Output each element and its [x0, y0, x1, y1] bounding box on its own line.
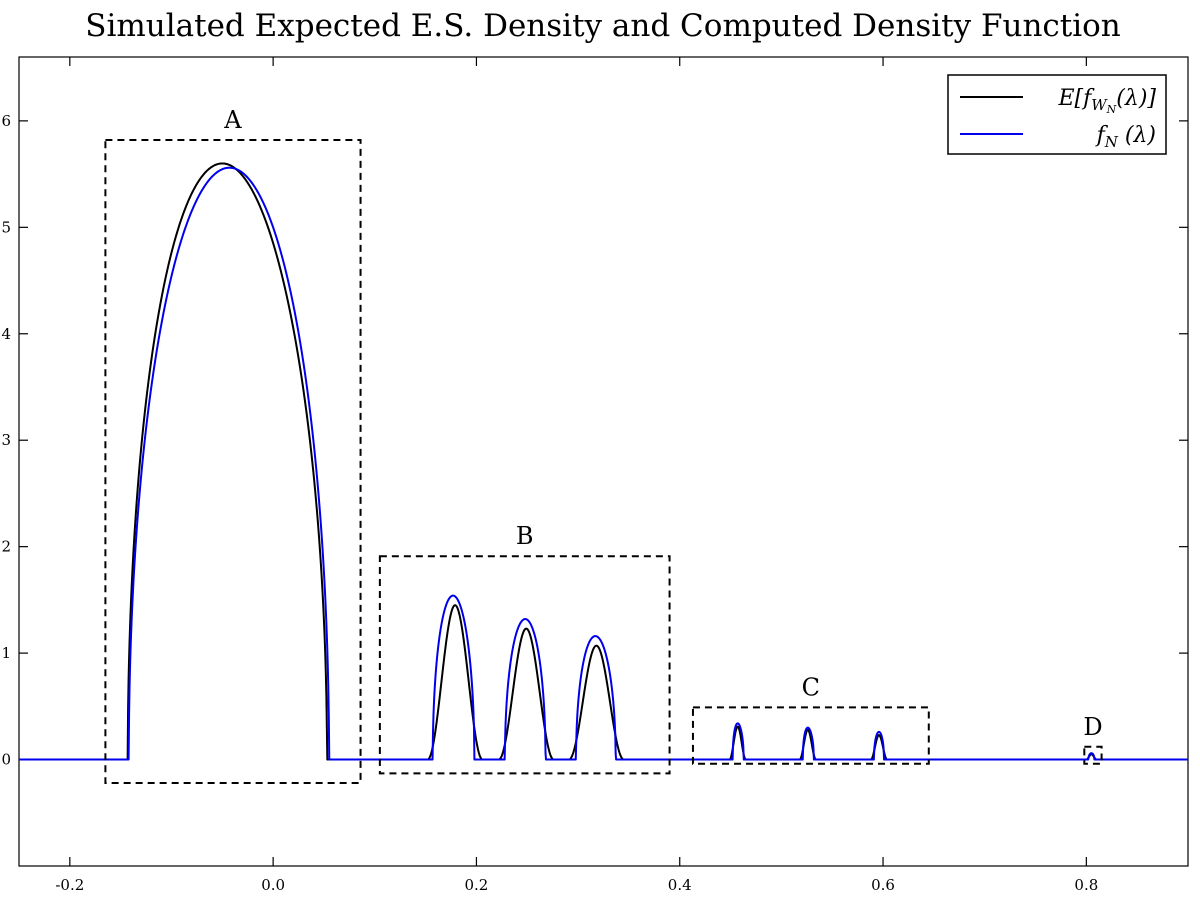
- region-label-d: D: [1083, 713, 1102, 741]
- y-tick-label: 2: [1, 538, 11, 556]
- legend-box: [947, 74, 1167, 155]
- legend-label-1: fN (λ): [1095, 123, 1156, 151]
- region-label-a: A: [223, 106, 242, 134]
- x-tick-label: 0.4: [668, 876, 692, 894]
- series-line-1: [18, 166, 1189, 761]
- y-tick-label: 4: [1, 325, 11, 343]
- x-tick-label: 0.0: [261, 876, 285, 894]
- plot-area: -0.2 0.0 0.2 0.4 0.6 0.8 0 1 2 3 4 5 6 A B C D E[fWN(λ)] f…: [1, 56, 1189, 894]
- chart-title: Simulated Expected E.S. Density and Comp…: [85, 8, 1121, 44]
- y-tick-label: 6: [1, 112, 11, 130]
- y-tick-label: 0: [1, 751, 11, 769]
- region-box-d: [1083, 745, 1103, 765]
- series-line-0: [18, 162, 1189, 761]
- region-box-b: [378, 555, 671, 775]
- x-tick-label: -0.2: [55, 876, 84, 894]
- y-tick-label: 3: [1, 431, 11, 449]
- legend-label-0: E[fWN(λ)]: [1057, 86, 1156, 116]
- x-tick-label: 0.6: [871, 876, 895, 894]
- region-box-c: [691, 706, 930, 765]
- x-tick-label: 0.2: [465, 876, 489, 894]
- region-label-c: C: [802, 673, 820, 701]
- region-label-b: B: [516, 522, 534, 550]
- x-tick-label: 0.8: [1074, 876, 1098, 894]
- axes-frame: [18, 56, 1189, 867]
- y-tick-label: 5: [1, 218, 11, 236]
- region-box-a: [104, 139, 362, 784]
- y-tick-label: 1: [1, 644, 11, 662]
